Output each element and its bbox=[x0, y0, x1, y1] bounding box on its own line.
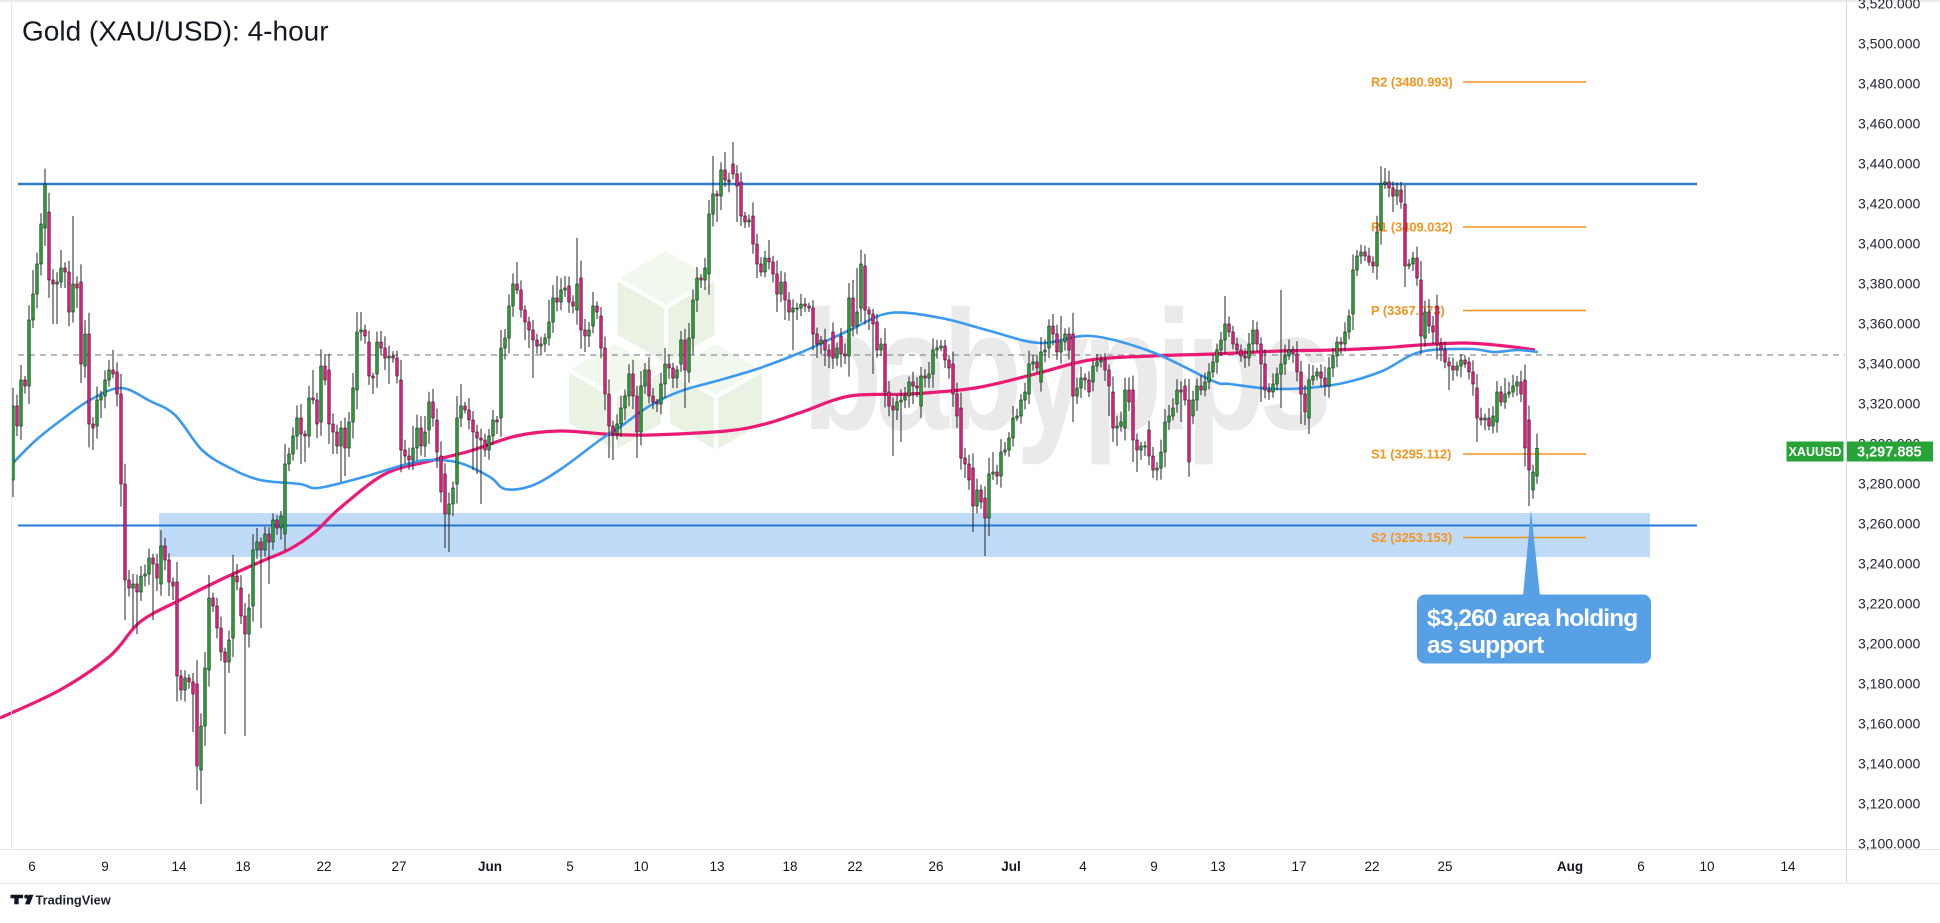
svg-text:18: 18 bbox=[782, 859, 797, 874]
svg-text:babypips: babypips bbox=[803, 275, 1328, 466]
svg-text:3,520.000: 3,520.000 bbox=[1858, 0, 1920, 12]
svg-text:3,160.000: 3,160.000 bbox=[1858, 716, 1920, 732]
svg-text:S2 (3253.153): S2 (3253.153) bbox=[1371, 530, 1452, 545]
svg-text:13: 13 bbox=[709, 859, 724, 874]
svg-text:3,460.000: 3,460.000 bbox=[1858, 116, 1920, 132]
svg-text:3,220.000: 3,220.000 bbox=[1858, 596, 1920, 612]
svg-text:3,320.000: 3,320.000 bbox=[1858, 396, 1920, 412]
svg-text:3,180.000: 3,180.000 bbox=[1858, 676, 1920, 692]
svg-text:27: 27 bbox=[391, 859, 406, 874]
svg-text:3,420.000: 3,420.000 bbox=[1858, 196, 1920, 212]
svg-text:14: 14 bbox=[171, 859, 187, 874]
svg-text:as support: as support bbox=[1427, 632, 1544, 659]
svg-text:22: 22 bbox=[316, 859, 331, 874]
svg-text:4: 4 bbox=[1079, 859, 1087, 874]
svg-text:6: 6 bbox=[1637, 859, 1645, 874]
svg-text:3,297.885: 3,297.885 bbox=[1857, 445, 1922, 461]
svg-text:R2 (3480.993): R2 (3480.993) bbox=[1371, 75, 1453, 90]
svg-text:17: 17 bbox=[1291, 859, 1306, 874]
svg-text:TradingView: TradingView bbox=[36, 893, 111, 908]
svg-text:3,500.000: 3,500.000 bbox=[1858, 36, 1920, 52]
svg-text:P (3367.073): P (3367.073) bbox=[1371, 303, 1445, 318]
svg-text:Gold (XAU/USD): 4-hour: Gold (XAU/USD): 4-hour bbox=[22, 16, 329, 47]
svg-text:3,400.000: 3,400.000 bbox=[1858, 236, 1920, 252]
svg-text:22: 22 bbox=[1364, 859, 1379, 874]
svg-text:18: 18 bbox=[235, 859, 250, 874]
svg-text:3,140.000: 3,140.000 bbox=[1858, 756, 1920, 772]
svg-text:R1 (3409.032): R1 (3409.032) bbox=[1371, 220, 1453, 235]
svg-text:S1 (3295.112): S1 (3295.112) bbox=[1371, 447, 1451, 462]
svg-text:22: 22 bbox=[847, 859, 862, 874]
svg-text:3,260.000: 3,260.000 bbox=[1858, 516, 1920, 532]
svg-text:10: 10 bbox=[1699, 859, 1714, 874]
svg-text:6: 6 bbox=[28, 859, 36, 874]
svg-text:13: 13 bbox=[1210, 859, 1225, 874]
svg-text:3,360.000: 3,360.000 bbox=[1858, 316, 1920, 332]
svg-text:XAUUSD: XAUUSD bbox=[1789, 445, 1842, 459]
svg-text:$3,260 area holding: $3,260 area holding bbox=[1427, 605, 1637, 632]
svg-text:10: 10 bbox=[633, 859, 648, 874]
svg-text:3,440.000: 3,440.000 bbox=[1858, 156, 1920, 172]
svg-text:3,280.000: 3,280.000 bbox=[1858, 476, 1920, 492]
svg-text:3,480.000: 3,480.000 bbox=[1858, 76, 1920, 92]
svg-text:3,340.000: 3,340.000 bbox=[1858, 356, 1920, 372]
svg-text:Jun: Jun bbox=[478, 859, 502, 874]
svg-text:3,240.000: 3,240.000 bbox=[1858, 556, 1920, 572]
svg-text:9: 9 bbox=[101, 859, 109, 874]
svg-text:5: 5 bbox=[566, 859, 574, 874]
svg-text:25: 25 bbox=[1437, 859, 1452, 874]
svg-text:3,200.000: 3,200.000 bbox=[1858, 636, 1920, 652]
svg-text:Aug: Aug bbox=[1557, 859, 1583, 874]
svg-text:Jul: Jul bbox=[1001, 859, 1021, 874]
svg-text:14: 14 bbox=[1780, 859, 1796, 874]
svg-text:3,120.000: 3,120.000 bbox=[1858, 796, 1920, 812]
svg-text:26: 26 bbox=[928, 859, 943, 874]
svg-text:9: 9 bbox=[1150, 859, 1158, 874]
svg-text:3,380.000: 3,380.000 bbox=[1858, 276, 1920, 292]
svg-text:3,100.000: 3,100.000 bbox=[1858, 836, 1920, 852]
